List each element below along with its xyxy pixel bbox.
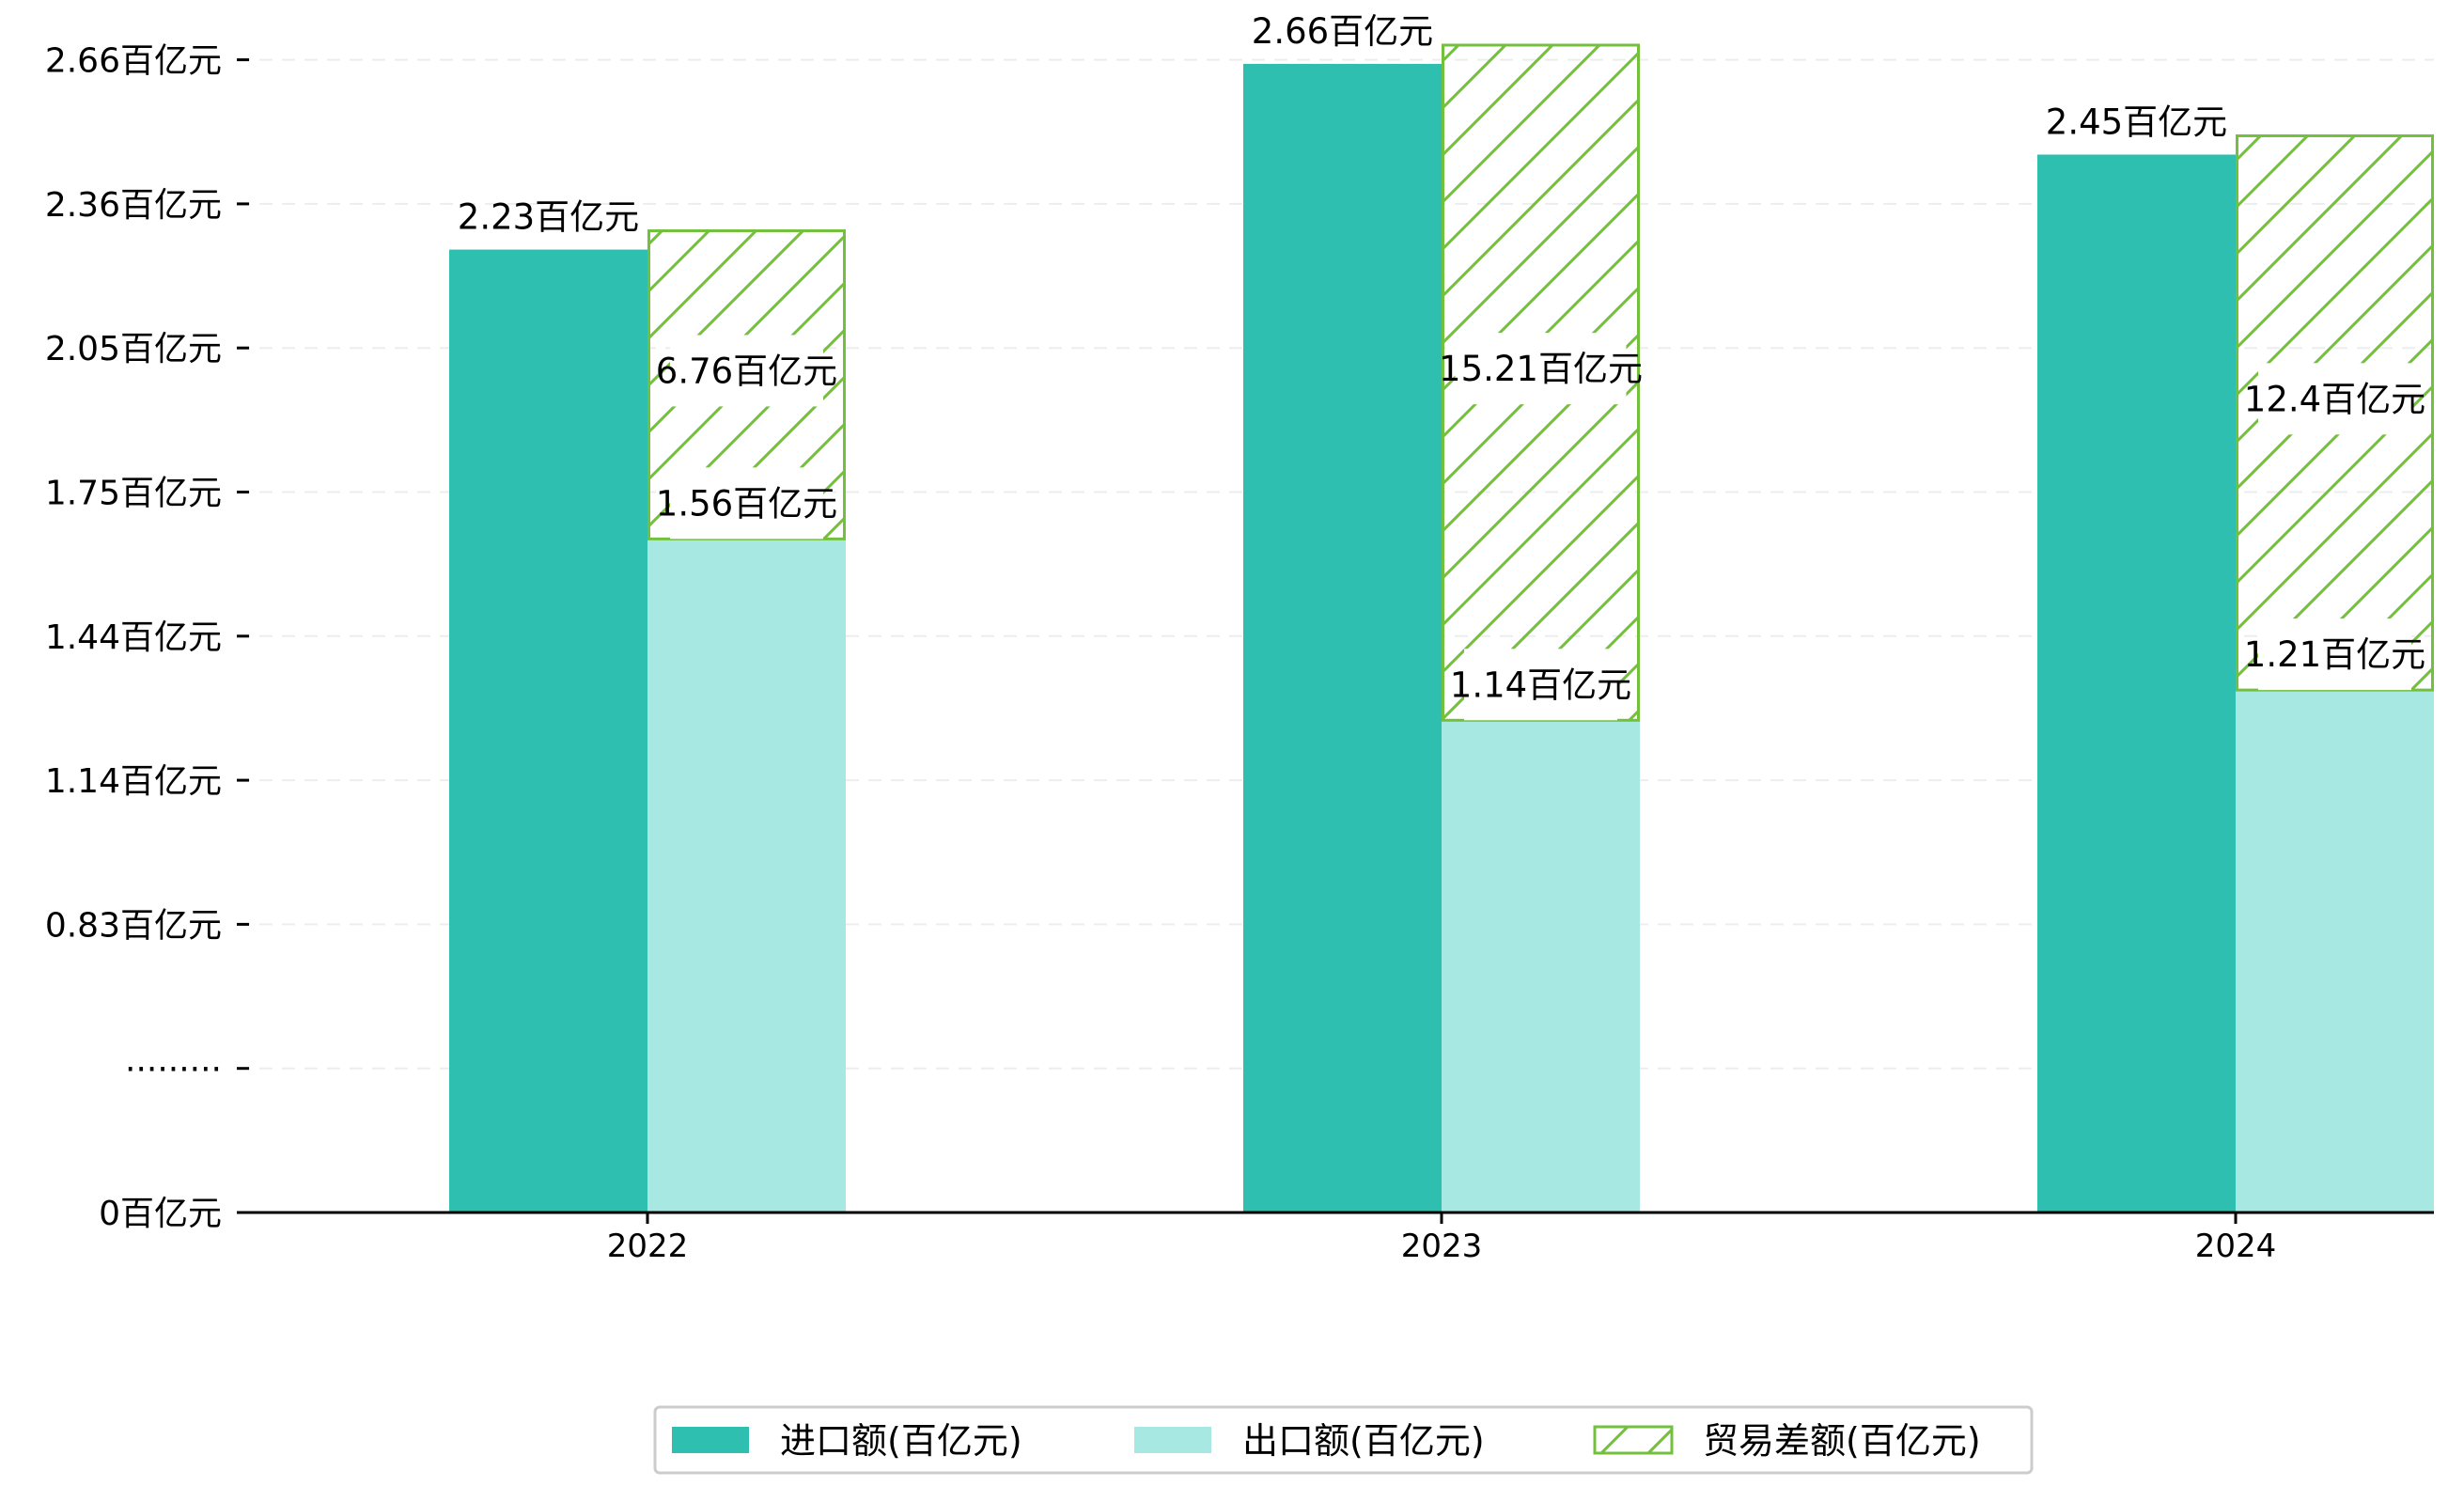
y-tick-label: 2.66百亿元 bbox=[45, 42, 222, 81]
legend: 进口额(百亿元) 出口额(百亿元) 贸易差额(百亿元) bbox=[653, 1405, 2034, 1475]
legend-balance-label: 贸易差额(百亿元) bbox=[1703, 1420, 1981, 1462]
legend-export-label: 出口额(百亿元) bbox=[1242, 1420, 1485, 1462]
legend-import-swatch bbox=[672, 1427, 749, 1453]
y-tick-label: 2.36百亿元 bbox=[45, 186, 222, 225]
balance-value-label: 15.21百亿元 bbox=[1439, 349, 1643, 389]
balance-value-label: 6.76百亿元 bbox=[656, 351, 837, 391]
export-bar bbox=[647, 539, 846, 1213]
x-tick-label: 2023 bbox=[1401, 1228, 1483, 1265]
export-value-label: 1.14百亿元 bbox=[1450, 665, 1631, 705]
export-bar bbox=[1442, 720, 1640, 1213]
y-tick-label: 1.14百亿元 bbox=[45, 762, 222, 801]
import-value-label: 2.45百亿元 bbox=[2046, 102, 2227, 142]
export-value-label-bg bbox=[1464, 649, 1617, 721]
export-bar bbox=[2236, 690, 2434, 1213]
balance-value-label-bg bbox=[670, 335, 823, 407]
y-tick-label: 1.75百亿元 bbox=[45, 475, 222, 513]
y-tick-label: 2.05百亿元 bbox=[45, 330, 222, 368]
import-bar bbox=[449, 249, 647, 1213]
balance-value-label-bg bbox=[2258, 363, 2411, 435]
bars-layer bbox=[449, 43, 2434, 1213]
legend-box bbox=[653, 1405, 2034, 1475]
export-value-label-bg bbox=[670, 467, 823, 540]
labels-layer: 2.23百亿元 1.56百亿元 6.76百亿元 2.66百亿元 1.14百亿元 15.21… bbox=[458, 11, 2425, 721]
import-bar bbox=[2037, 154, 2236, 1213]
legend-export-swatch bbox=[1134, 1427, 1211, 1453]
y-tick-label: 0.83百亿元 bbox=[45, 906, 222, 945]
y-tick-label: 1.44百亿元 bbox=[45, 618, 222, 657]
y-tick-label: ········· bbox=[125, 1051, 222, 1089]
export-value-label: 1.56百亿元 bbox=[656, 483, 837, 524]
legend-import-label: 进口额(百亿元) bbox=[780, 1420, 1022, 1462]
import-bar bbox=[1243, 64, 1442, 1213]
x-tick-label: 2024 bbox=[2195, 1228, 2277, 1265]
balance-value-label-bg bbox=[1455, 333, 1627, 405]
import-value-label: 2.66百亿元 bbox=[1252, 11, 1433, 52]
x-tick-label: 2022 bbox=[607, 1228, 689, 1265]
legend-balance-swatch bbox=[1593, 1425, 1674, 1455]
y-tick-label: 0百亿元 bbox=[99, 1195, 222, 1233]
balance-value-label: 12.4百亿元 bbox=[2244, 379, 2425, 419]
export-value-label-bg bbox=[2258, 618, 2411, 691]
axes-layer: 0百亿元 ········· 0.83百亿元 1.14百亿元 1.44百亿元 1.75百亿… bbox=[45, 42, 2434, 1265]
export-value-label: 1.21百亿元 bbox=[2244, 634, 2425, 675]
import-value-label: 2.23百亿元 bbox=[458, 197, 639, 238]
